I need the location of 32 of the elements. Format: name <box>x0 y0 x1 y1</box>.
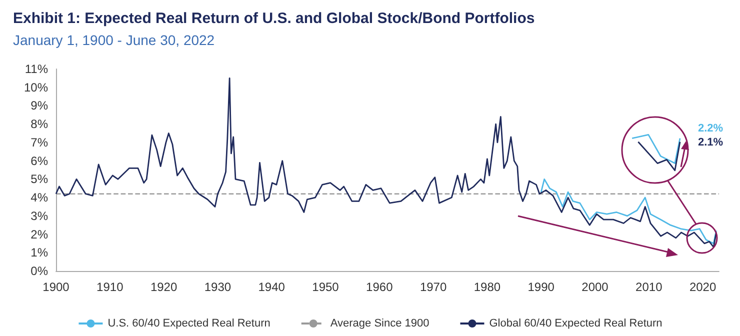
y-tick-label: 4% <box>30 190 48 205</box>
chart-subtitle: January 1, 1900 - June 30, 2022 <box>13 32 215 48</box>
y-tick-label: 6% <box>30 154 48 168</box>
legend-label: Average Since 1900 <box>330 318 430 330</box>
y-tick-label: 0% <box>30 264 48 278</box>
y-tick-label: 5% <box>30 172 48 186</box>
x-tick-label: 2000 <box>582 280 609 294</box>
y-tick-label: 9% <box>30 98 48 113</box>
annotation: 2.2% <box>698 122 724 134</box>
y-tick-label: 2% <box>30 227 48 242</box>
y-tick-label: 8% <box>30 117 48 132</box>
x-tick-label: 1920 <box>150 280 178 294</box>
y-tick-label: 11% <box>24 62 48 76</box>
y-tick-label: 3% <box>30 208 48 223</box>
legend-label: U.S. 60/40 Expected Real Return <box>108 318 270 330</box>
x-tick-label: 1960 <box>366 280 394 294</box>
annotation: 2.1% <box>698 136 724 148</box>
x-tick-label: 1900 <box>42 280 70 294</box>
x-tick-label: 1980 <box>474 280 501 294</box>
x-tick-label: 1950 <box>312 280 340 294</box>
x-tick-label: 1970 <box>420 280 447 294</box>
y-tick-label: 7% <box>30 135 48 150</box>
y-tick-label: 1% <box>30 246 48 260</box>
legend-label: Global 60/40 Expected Real Return <box>489 318 662 330</box>
x-tick-label: 2010 <box>636 280 663 294</box>
x-tick-label: 1940 <box>258 280 286 294</box>
y-tick-label: 10% <box>24 80 48 94</box>
x-tick-label: 1910 <box>96 280 124 294</box>
x-tick-label: 1990 <box>528 280 555 294</box>
chart-title: Exhibit 1: Expected Real Return of U.S. and Global Stock/Bond Portfolios <box>13 10 535 27</box>
x-tick-label: 1930 <box>204 280 232 294</box>
x-tick-label: 2020 <box>689 280 716 294</box>
